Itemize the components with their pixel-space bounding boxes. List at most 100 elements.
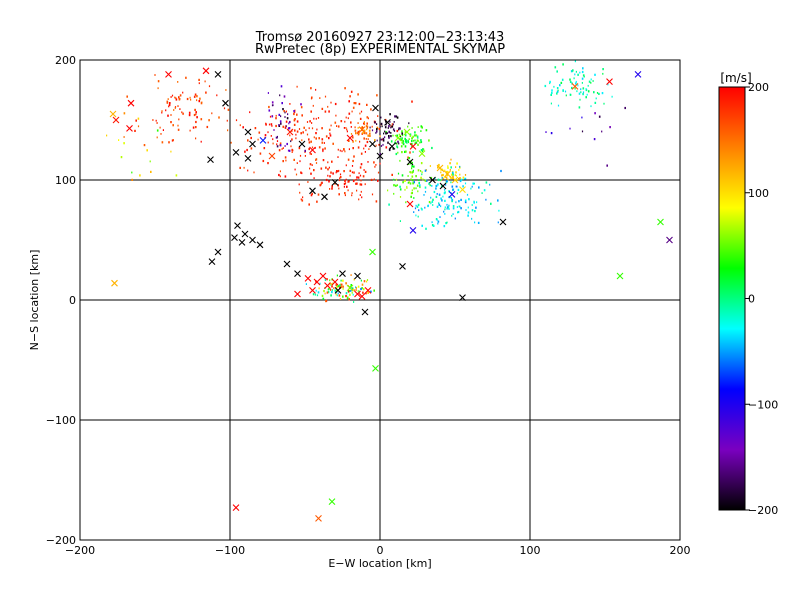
scatter-dot <box>582 93 584 96</box>
scatter-dot <box>574 73 576 76</box>
scatter-dot <box>235 119 238 122</box>
scatter-dot <box>322 159 325 162</box>
scatter-dot <box>437 166 439 169</box>
scatter-dot <box>325 135 328 138</box>
scatter-dot <box>242 126 244 129</box>
colorbar-tick-label: −200 <box>748 504 778 517</box>
scatter-dot <box>239 124 241 127</box>
scatter-dot <box>348 100 350 103</box>
scatter-dot <box>428 201 431 204</box>
scatter-dot <box>369 126 371 129</box>
scatter-dot <box>283 95 286 98</box>
scatter-dot <box>352 140 354 143</box>
scatter-dot <box>394 141 396 144</box>
scatter-cross-marker <box>294 270 301 277</box>
scatter-dot <box>438 202 440 205</box>
scatter-dot <box>267 131 269 134</box>
scatter-dot <box>585 96 587 99</box>
scatter-dot <box>314 293 317 296</box>
scatter-dot <box>318 287 320 290</box>
scatter-dot <box>396 184 398 187</box>
colorbar-tick-label: 0 <box>748 293 755 306</box>
scatter-dot <box>384 126 387 129</box>
scatter-dot <box>196 116 198 119</box>
scatter-dot <box>339 298 341 300</box>
scatter-dot <box>420 176 422 179</box>
scatter-dot <box>385 132 387 135</box>
scatter-dot <box>363 121 365 123</box>
scatter-dot <box>456 162 458 165</box>
scatter-dot <box>198 82 200 85</box>
scatter-dot <box>425 227 427 230</box>
scatter-dot <box>356 132 359 134</box>
scatter-dot <box>354 126 356 129</box>
scatter-dot <box>315 88 317 91</box>
scatter-dot <box>276 136 278 139</box>
scatter-dot <box>395 152 398 156</box>
scatter-dot <box>497 221 499 224</box>
scatter-cross-marker <box>409 143 417 150</box>
scatter-dot <box>195 120 197 124</box>
scatter-dot <box>378 143 380 146</box>
scatter-dot <box>409 151 411 154</box>
scatter-dot <box>298 128 301 130</box>
scatter-dot <box>431 224 434 227</box>
scatter-dot <box>581 77 584 80</box>
scatter-dot <box>396 134 398 137</box>
scatter-dot <box>449 162 451 165</box>
scatter-dot <box>407 156 409 159</box>
scatter-dot <box>289 120 291 124</box>
scatter-dot <box>139 174 141 177</box>
scatter-dot <box>352 136 354 139</box>
scatter-dot <box>143 144 146 147</box>
scatter-dot <box>485 181 488 184</box>
scatter-dot <box>304 149 306 152</box>
scatter-dot <box>420 130 422 132</box>
scatter-dot <box>351 165 354 167</box>
scatter-dot <box>457 211 459 214</box>
scatter-dot <box>402 181 404 184</box>
scatter-dot <box>574 87 576 90</box>
scatter-dot <box>328 128 331 131</box>
scatter-dot <box>160 133 162 135</box>
scatter-dot <box>306 133 309 136</box>
scatter-dot <box>374 139 376 142</box>
scatter-dot <box>331 285 333 288</box>
scatter-dot <box>498 209 500 212</box>
scatter-dot <box>301 172 303 175</box>
scatter-dot <box>357 146 360 149</box>
scatter-dot <box>367 125 369 128</box>
scatter-dot <box>258 131 261 134</box>
scatter-dot <box>369 132 371 135</box>
scatter-dot <box>451 185 454 188</box>
scatter-dot <box>411 140 413 143</box>
scatter-dot <box>357 176 360 179</box>
scatter-cross-marker <box>399 263 406 270</box>
scatter-dot <box>420 170 422 172</box>
scatter-dot <box>446 221 448 224</box>
scatter-dot <box>375 200 378 203</box>
scatter-dot <box>447 206 450 209</box>
scatter-dot <box>454 217 456 220</box>
scatter-dot <box>395 115 398 118</box>
scatter-dot <box>339 176 342 179</box>
scatter-dot <box>331 187 333 190</box>
scatter-dot <box>375 144 377 147</box>
scatter-dot <box>348 298 350 301</box>
scatter-dot <box>322 148 324 151</box>
scatter-dot <box>431 146 433 150</box>
scatter-dot <box>393 192 395 195</box>
scatter-dot <box>321 107 324 110</box>
scatter-dot <box>468 198 470 201</box>
scatter-dot <box>330 124 332 127</box>
scatter-dot <box>293 123 296 126</box>
scatter-dot <box>401 137 403 140</box>
scatter-dot <box>360 127 362 129</box>
scatter-dot <box>344 87 346 90</box>
scatter-cross-marker <box>439 182 447 190</box>
scatter-dot <box>452 207 455 210</box>
scatter-dot <box>365 138 367 140</box>
scatter-dot <box>325 166 327 169</box>
scatter-dot <box>330 171 332 174</box>
scatter-dot <box>439 179 442 181</box>
